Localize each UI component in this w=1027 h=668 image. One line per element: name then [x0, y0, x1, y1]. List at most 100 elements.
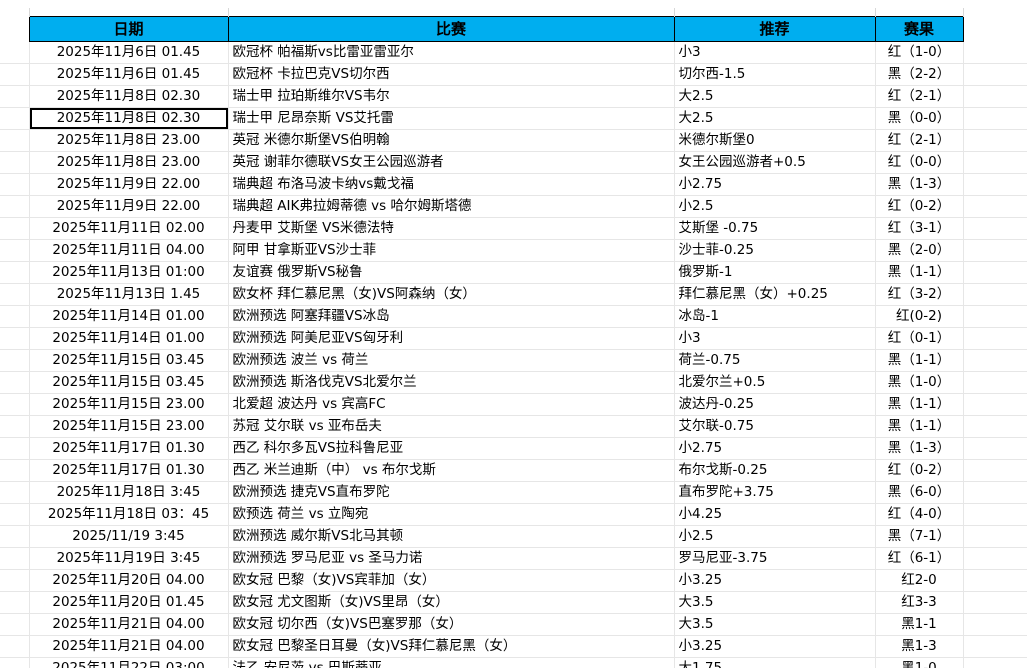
- cell-tip[interactable]: 小3.25: [674, 635, 876, 658]
- cell-match[interactable]: 法乙 安尼茨 vs 巴斯蒂亚: [228, 657, 675, 668]
- row-header-gutter[interactable]: [0, 195, 30, 218]
- cell-tip[interactable]: 直布罗陀+3.75: [674, 481, 876, 504]
- cell-result[interactable]: 红2-0: [875, 569, 964, 592]
- cell-result[interactable]: 红（2-1）: [875, 85, 964, 108]
- cell-date[interactable]: 2025年11月17日 01.30: [29, 459, 229, 482]
- cell-match[interactable]: 阿甲 甘拿斯亚VS沙士菲: [228, 239, 675, 262]
- cell-result[interactable]: 黑（1-0）: [875, 371, 964, 394]
- row-header-gutter[interactable]: [0, 393, 30, 416]
- cell-date[interactable]: 2025年11月17日 01.30: [29, 437, 229, 460]
- row-header-gutter[interactable]: [0, 591, 30, 614]
- cell-match[interactable]: 欧洲预选 阿美尼亚VS匈牙利: [228, 327, 675, 350]
- cell-result[interactable]: 红（0-1）: [875, 327, 964, 350]
- row-header-gutter[interactable]: [0, 569, 30, 592]
- cell-result[interactable]: 红(0-2): [875, 305, 964, 328]
- table-row[interactable]: 2025年11月11日 04.00 阿甲 甘拿斯亚VS沙士菲 沙士菲-0.25 黑（…: [0, 239, 1027, 262]
- table-row[interactable]: 2025年11月20日 04.00 欧女冠 巴黎（女)VS宾菲加（女） 小3.25…: [0, 569, 1027, 592]
- cell-tip[interactable]: 大2.5: [674, 107, 876, 130]
- cell-result[interactable]: 黑（2-2）: [875, 63, 964, 86]
- cell-date[interactable]: 2025/11/19 3:45: [29, 525, 229, 548]
- cell-match[interactable]: 欧女冠 切尔西（女)VS巴塞罗那（女）: [228, 613, 675, 636]
- cell-tip[interactable]: 拜仁慕尼黑（女）+0.25: [674, 283, 876, 306]
- cell-tip[interactable]: 大3.5: [674, 591, 876, 614]
- cell-match[interactable]: 欧女杯 拜仁慕尼黑（女)VS阿森纳（女）: [228, 283, 675, 306]
- cell-tip[interactable]: 米德尔斯堡0: [674, 129, 876, 152]
- row-header-gutter[interactable]: [0, 41, 30, 64]
- table-row[interactable]: 2025年11月17日 01.30 西乙 科尔多瓦VS拉科鲁尼亚 小2.75 黑（1-…: [0, 437, 1027, 460]
- cell-match[interactable]: 欧女冠 巴黎（女)VS宾菲加（女）: [228, 569, 675, 592]
- cell-tip[interactable]: 小4.25: [674, 503, 876, 526]
- row-header-gutter[interactable]: [0, 613, 30, 636]
- table-row[interactable]: 2025年11月11日 02.00 丹麦甲 艾斯堡 VS米德法特 艾斯堡 -0.7…: [0, 217, 1027, 240]
- row-header-gutter[interactable]: [0, 635, 30, 658]
- table-row[interactable]: 2025年11月18日 3:45 欧洲预选 捷克VS直布罗陀 直布罗陀+3.75 黑…: [0, 481, 1027, 504]
- cell-date[interactable]: 2025年11月6日 01.45: [29, 41, 229, 64]
- row-header-gutter[interactable]: [0, 657, 30, 668]
- cell-tip[interactable]: 沙士菲-0.25: [674, 239, 876, 262]
- cell-result[interactable]: 红（4-0）: [875, 503, 964, 526]
- cell-tip[interactable]: 小2.75: [674, 437, 876, 460]
- cell-tip[interactable]: 大1.75: [674, 657, 876, 668]
- cell-result[interactable]: 红（2-1）: [875, 129, 964, 152]
- table-row[interactable]: 2025年11月8日 02.30 瑞士甲 尼昂奈斯 VS艾托雷 大2.5 黑（0-0…: [0, 107, 1027, 130]
- cell-date[interactable]: 2025年11月22日 03:00: [29, 657, 229, 668]
- cell-match[interactable]: 北爱超 波达丹 vs 宾高FC: [228, 393, 675, 416]
- cell-date[interactable]: 2025年11月18日 03：45: [29, 503, 229, 526]
- cell-match[interactable]: 英冠 谢菲尔德联VS女王公园巡游者: [228, 151, 675, 174]
- cell-match[interactable]: 欧洲预选 捷克VS直布罗陀: [228, 481, 675, 504]
- cell-date[interactable]: 2025年11月9日 22.00: [29, 173, 229, 196]
- cell-match[interactable]: 欧冠杯 帕福斯vs比雷亚雷亚尔: [228, 41, 675, 64]
- cell-date[interactable]: 2025年11月14日 01.00: [29, 327, 229, 350]
- table-row[interactable]: 2025年11月15日 23.00 北爱超 波达丹 vs 宾高FC 波达丹-0.25…: [0, 393, 1027, 416]
- row-header-gutter[interactable]: [0, 327, 30, 350]
- row-header-gutter[interactable]: [0, 85, 30, 108]
- table-row[interactable]: 2025年11月21日 04.00 欧女冠 巴黎圣日耳曼（女)VS拜仁慕尼黑（女…: [0, 635, 1027, 658]
- cell-date[interactable]: 2025年11月19日 3:45: [29, 547, 229, 570]
- row-header-gutter[interactable]: [0, 283, 30, 306]
- cell-result[interactable]: 红（1-0）: [875, 41, 964, 64]
- cell-tip[interactable]: 罗马尼亚-3.75: [674, 547, 876, 570]
- cell-result[interactable]: 红（6-1）: [875, 547, 964, 570]
- cell-date[interactable]: 2025年11月8日 23.00: [29, 151, 229, 174]
- table-row[interactable]: 2025年11月22日 03:00 法乙 安尼茨 vs 巴斯蒂亚 大1.75 黑1-0: [0, 657, 1027, 668]
- table-row[interactable]: 2025年11月8日 23.00 英冠 谢菲尔德联VS女王公园巡游者 女王公园巡游…: [0, 151, 1027, 174]
- row-header-gutter[interactable]: [0, 503, 30, 526]
- cell-tip[interactable]: 小3.25: [674, 569, 876, 592]
- row-header-gutter[interactable]: [0, 349, 30, 372]
- cell-tip[interactable]: 小2.75: [674, 173, 876, 196]
- row-header-gutter[interactable]: [0, 107, 30, 130]
- row-header-gutter[interactable]: [0, 371, 30, 394]
- cell-result[interactable]: 红3-3: [875, 591, 964, 614]
- cell-result[interactable]: 红（0-2）: [875, 195, 964, 218]
- cell-result[interactable]: 红（3-2）: [875, 283, 964, 306]
- cell-result[interactable]: 红（0-0）: [875, 151, 964, 174]
- cell-tip[interactable]: 女王公园巡游者+0.5: [674, 151, 876, 174]
- cell-date[interactable]: 2025年11月6日 01.45: [29, 63, 229, 86]
- row-header-gutter[interactable]: [0, 547, 30, 570]
- cell-tip[interactable]: 北爱尔兰+0.5: [674, 371, 876, 394]
- cell-match[interactable]: 欧洲预选 威尔斯VS北马其顿: [228, 525, 675, 548]
- cell-match[interactable]: 欧洲预选 波兰 vs 荷兰: [228, 349, 675, 372]
- cell-tip[interactable]: 荷兰-0.75: [674, 349, 876, 372]
- cell-match[interactable]: 瑞典超 布洛马波卡纳vs戴戈福: [228, 173, 675, 196]
- row-header-gutter[interactable]: [0, 261, 30, 284]
- cell-match[interactable]: 欧洲预选 罗马尼亚 vs 圣马力诺: [228, 547, 675, 570]
- row-header-gutter[interactable]: [0, 217, 30, 240]
- cell-date[interactable]: 2025年11月15日 23.00: [29, 415, 229, 438]
- row-header-gutter[interactable]: [0, 437, 30, 460]
- table-row[interactable]: 2025年11月15日 23.00 苏冠 艾尔联 vs 亚布岳夫 艾尔联-0.75 黑…: [0, 415, 1027, 438]
- cell-date[interactable]: 2025年11月11日 04.00: [29, 239, 229, 262]
- cell-tip[interactable]: 小3: [674, 327, 876, 350]
- row-header-gutter[interactable]: [0, 305, 30, 328]
- row-header-gutter[interactable]: [0, 525, 30, 548]
- cell-match[interactable]: 友谊赛 俄罗斯VS秘鲁: [228, 261, 675, 284]
- cell-result[interactable]: 黑（1-1）: [875, 261, 964, 284]
- cell-result[interactable]: 红（3-1）: [875, 217, 964, 240]
- cell-tip[interactable]: 切尔西-1.5: [674, 63, 876, 86]
- cell-tip[interactable]: 艾斯堡 -0.75: [674, 217, 876, 240]
- table-row[interactable]: 2025年11月13日 01:00 友谊赛 俄罗斯VS秘鲁 俄罗斯-1 黑（1-1）: [0, 261, 1027, 284]
- cell-tip[interactable]: 俄罗斯-1: [674, 261, 876, 284]
- cell-match[interactable]: 瑞士甲 尼昂奈斯 VS艾托雷: [228, 107, 675, 130]
- cell-tip[interactable]: 布尔戈斯-0.25: [674, 459, 876, 482]
- cell-date[interactable]: 2025年11月21日 04.00: [29, 635, 229, 658]
